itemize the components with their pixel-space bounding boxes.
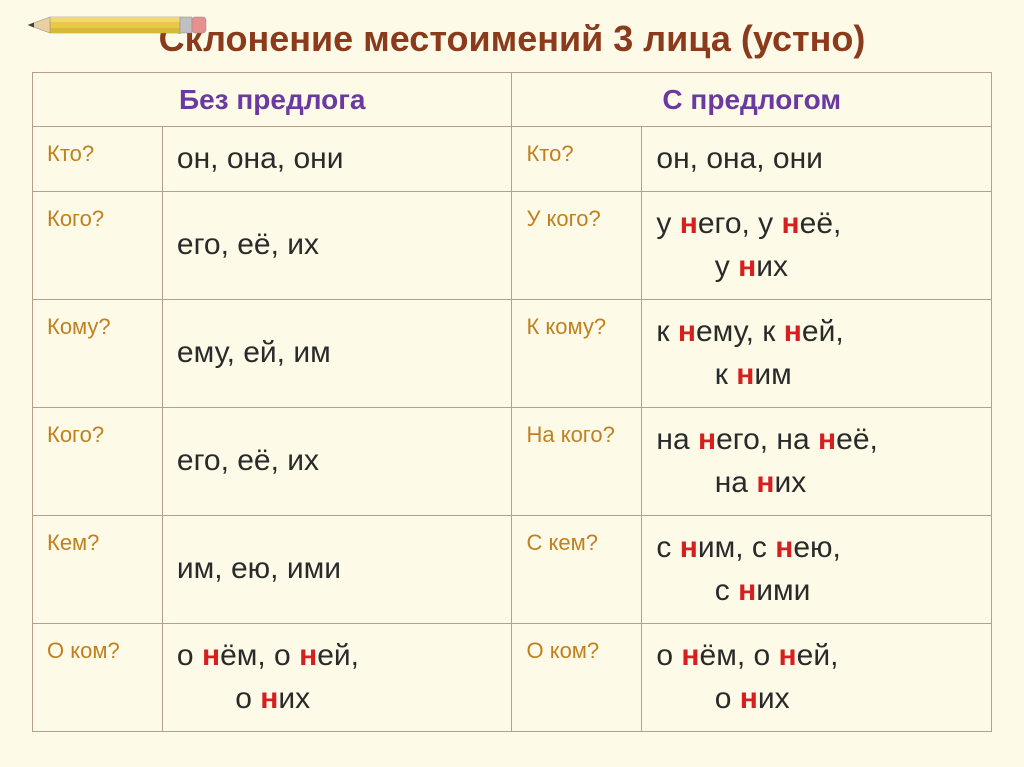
table-row: О ком? о нём, о ней, о них О ком? о нём,…: [33, 623, 992, 731]
answer-cell: с ним, с нею, с ними: [642, 515, 992, 623]
question-cell: К кому?: [512, 299, 642, 407]
question-cell: Кем?: [33, 515, 163, 623]
question-cell: Кого?: [33, 407, 163, 515]
table-row: Кем? им, ею, ими С кем? с ним, с нею, с …: [33, 515, 992, 623]
question-cell: С кем?: [512, 515, 642, 623]
pencil-icon: [10, 5, 210, 45]
question-cell: На кого?: [512, 407, 642, 515]
answer-cell: его, её, их: [162, 407, 512, 515]
question-cell: О ком?: [33, 623, 163, 731]
answer-cell: у него, у неё, у них: [642, 191, 992, 299]
header-right: С предлогом: [512, 73, 992, 127]
answer-cell: он, она, они: [642, 127, 992, 192]
answer-cell: им, ею, ими: [162, 515, 512, 623]
question-cell: Кому?: [33, 299, 163, 407]
answer-cell: ему, ей, им: [162, 299, 512, 407]
table-row: Кто? он, она, они Кто? он, она, они: [33, 127, 992, 192]
answer-cell: на него, на неё, на них: [642, 407, 992, 515]
question-cell: У кого?: [512, 191, 642, 299]
answer-cell: он, она, они: [162, 127, 512, 192]
header-left: Без предлога: [33, 73, 512, 127]
table-row: Кому? ему, ей, им К кому? к нему, к ней,…: [33, 299, 992, 407]
question-cell: Кто?: [33, 127, 163, 192]
answer-cell: о нём, о ней, о них: [162, 623, 512, 731]
answer-cell: его, её, их: [162, 191, 512, 299]
question-cell: Кого?: [33, 191, 163, 299]
question-cell: Кто?: [512, 127, 642, 192]
table-row: Кого? его, её, их На кого? на него, на н…: [33, 407, 992, 515]
table-row: Кого? его, её, их У кого? у него, у неё,…: [33, 191, 992, 299]
declension-table: Без предлога С предлогом Кто? он, она, о…: [32, 72, 992, 732]
question-cell: О ком?: [512, 623, 642, 731]
answer-cell: к нему, к ней, к ним: [642, 299, 992, 407]
answer-cell: о нём, о ней, о них: [642, 623, 992, 731]
